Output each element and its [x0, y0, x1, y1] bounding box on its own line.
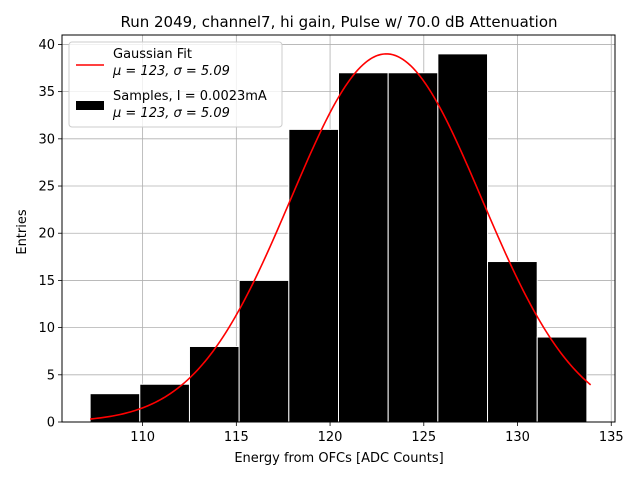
x-tick-label: 130 — [505, 430, 530, 445]
legend-samples-label: Samples, I = 0.0023mA — [113, 89, 267, 104]
x-tick-label: 135 — [599, 430, 624, 445]
plot-frame — [61, 34, 616, 423]
y-tick-label: 0 — [47, 416, 55, 431]
y-tick-label: 40 — [38, 38, 55, 53]
y-tick-label: 10 — [38, 321, 55, 336]
chart-title: Run 2049, channel7, hi gain, Pulse w/ 70… — [120, 13, 557, 31]
legend-samples-patch-icon — [76, 101, 104, 110]
x-axis: 110 115 120 125 130 135 — [130, 422, 624, 445]
x-tick-label: 115 — [224, 430, 249, 445]
legend: Gaussian Fit μ = 123, σ = 5.09 Samples, … — [68, 41, 283, 128]
legend-fit-params: μ = 123, σ = 5.09 — [112, 64, 230, 79]
y-tick-label: 5 — [47, 368, 55, 383]
legend-fit-label: Gaussian Fit — [113, 47, 192, 62]
histogram-bar — [387, 72, 439, 423]
x-axis-label: Energy from OFCs [ADC Counts] — [234, 451, 443, 466]
y-axis: 0 5 10 15 20 25 30 35 40 — [38, 38, 62, 431]
histogram-bar — [188, 345, 240, 423]
x-tick-label: 125 — [411, 430, 436, 445]
y-tick-label: 15 — [38, 274, 55, 289]
y-tick-label: 25 — [38, 180, 55, 195]
x-tick-label: 120 — [318, 430, 343, 445]
histogram-bar — [536, 336, 588, 423]
gaussian-fit-curve — [90, 53, 592, 420]
x-tick-label: 110 — [130, 430, 155, 445]
legend-samples-params: μ = 123, σ = 5.09 — [112, 106, 230, 121]
histogram-bars — [89, 53, 588, 423]
y-tick-label: 20 — [38, 227, 55, 242]
histogram-bar — [288, 128, 339, 423]
y-tick-label: 30 — [38, 132, 55, 147]
histogram-bar — [238, 279, 290, 423]
histogram-bar — [89, 393, 141, 423]
histogram-bar — [487, 261, 538, 423]
legend-box — [68, 41, 283, 128]
y-tick-label: 35 — [38, 85, 55, 100]
y-axis-label: Entries — [15, 209, 30, 255]
histogram-bar — [139, 383, 190, 423]
histogram-bar — [437, 53, 489, 423]
histogram-bar — [338, 72, 389, 423]
